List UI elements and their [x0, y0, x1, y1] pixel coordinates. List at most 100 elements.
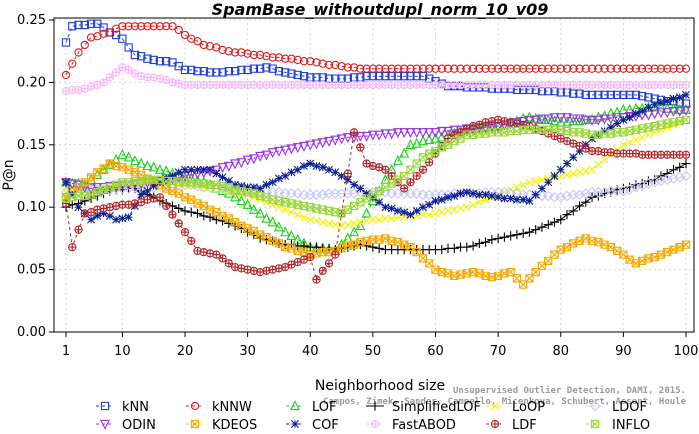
data-point	[443, 64, 453, 73]
data-point	[668, 173, 679, 184]
data-point	[180, 228, 190, 237]
data-point	[424, 133, 435, 144]
data-point	[487, 64, 497, 73]
data-point	[224, 259, 233, 268]
data-point	[506, 64, 515, 73]
y-tick-label: 0.25	[17, 13, 46, 28]
data-point	[674, 104, 685, 115]
data-point	[643, 110, 654, 121]
data-point	[574, 189, 585, 201]
data-point	[518, 228, 528, 239]
data-point	[443, 126, 454, 137]
data-point	[267, 216, 278, 227]
data-point	[268, 178, 277, 187]
data-point	[682, 81, 690, 89]
series-fastabod	[61, 63, 691, 96]
data-point	[149, 194, 158, 203]
data-point	[306, 215, 315, 224]
data-point	[411, 137, 422, 148]
data-point	[98, 163, 109, 174]
data-point	[331, 251, 339, 259]
data-point	[256, 184, 265, 193]
data-point	[631, 90, 641, 100]
legend-label: LoOP	[512, 400, 545, 415]
data-point	[349, 63, 359, 72]
data-point	[99, 78, 108, 87]
data-point	[311, 139, 322, 150]
x-axis-label: Neighborhood size	[315, 378, 445, 394]
x-tick-label: 80	[552, 344, 569, 359]
data-point	[136, 179, 147, 190]
data-point	[193, 246, 202, 256]
data-point	[86, 184, 97, 195]
legend-label: FastABOD	[392, 418, 456, 433]
data-point	[273, 146, 284, 157]
credit-line-1: Unsupervised Outlier Detection, DAMI, 20…	[453, 385, 686, 396]
data-point	[193, 37, 202, 46]
data-point	[255, 267, 265, 277]
data-point	[494, 193, 503, 202]
legend-item-odin: ODIN	[96, 418, 156, 433]
data-point	[68, 59, 77, 68]
data-point	[630, 181, 642, 193]
data-point	[655, 108, 666, 119]
data-point	[155, 57, 165, 66]
data-point	[218, 173, 227, 182]
data-point	[638, 91, 647, 101]
data-point	[80, 40, 89, 50]
data-point	[681, 99, 691, 108]
data-point	[93, 81, 101, 89]
data-point	[456, 189, 465, 198]
y-tick-label: 0.20	[17, 75, 46, 90]
data-point	[312, 58, 321, 67]
data-point	[181, 228, 189, 236]
data-point	[281, 263, 289, 271]
data-point	[512, 195, 521, 204]
data-point	[137, 198, 145, 206]
data-point	[356, 143, 364, 151]
data-point	[168, 22, 177, 31]
data-point	[342, 133, 353, 144]
data-point	[555, 191, 567, 203]
data-point	[142, 160, 153, 171]
data-point	[299, 57, 309, 66]
data-point	[681, 115, 691, 124]
data-point	[174, 168, 183, 177]
data-point	[356, 218, 365, 227]
data-point	[130, 199, 140, 208]
data-point	[218, 68, 227, 77]
data-point	[143, 195, 152, 204]
data-point	[162, 57, 171, 66]
data-point	[137, 72, 146, 81]
data-point	[619, 115, 628, 124]
data-point	[61, 70, 71, 80]
data-point	[231, 180, 240, 189]
data-point	[243, 65, 252, 75]
data-point	[668, 165, 679, 175]
data-point	[650, 64, 659, 73]
data-point	[330, 135, 341, 146]
data-point	[312, 275, 321, 284]
data-point	[418, 165, 428, 174]
data-point	[405, 138, 416, 149]
data-point	[656, 64, 666, 73]
data-point	[474, 238, 484, 248]
series-kdeos	[61, 159, 691, 289]
data-point	[512, 183, 521, 192]
data-point	[569, 169, 578, 178]
data-point	[475, 198, 484, 207]
data-point	[375, 198, 384, 207]
data-point	[412, 171, 421, 181]
data-point	[631, 149, 641, 158]
data-point	[569, 153, 578, 162]
data-point	[431, 209, 440, 218]
data-point	[224, 47, 233, 56]
legend-item-cof: COF	[286, 418, 339, 433]
data-point	[493, 64, 503, 73]
data-point	[287, 168, 296, 177]
data-point	[681, 150, 691, 159]
data-point	[124, 22, 133, 31]
data-point	[350, 180, 359, 189]
data-point	[206, 165, 215, 174]
data-point	[362, 189, 371, 198]
